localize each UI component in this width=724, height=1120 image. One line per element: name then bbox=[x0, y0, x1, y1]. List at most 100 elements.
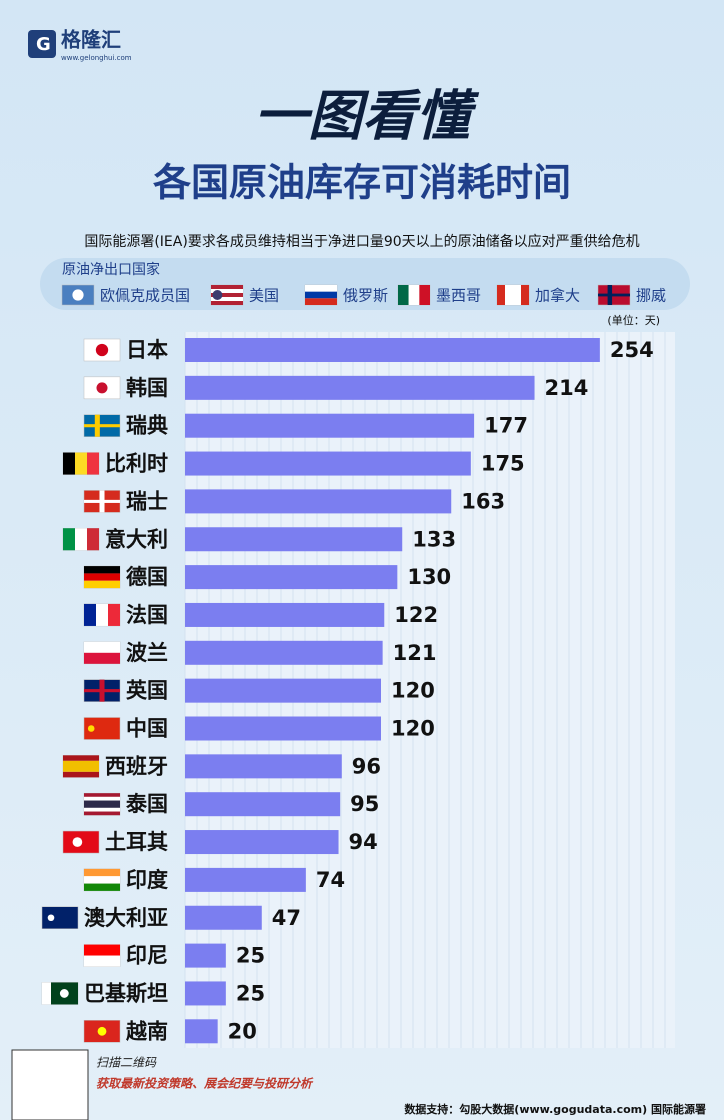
legend-item: 俄罗斯 bbox=[343, 287, 388, 305]
category-label: 印度 bbox=[126, 868, 168, 892]
flag bbox=[597, 284, 631, 306]
flag bbox=[83, 565, 121, 589]
flag-part bbox=[87, 725, 95, 732]
legend-item: 加拿大 bbox=[535, 287, 580, 305]
category-label: 越南 bbox=[125, 1019, 168, 1043]
flag-part bbox=[51, 982, 60, 1005]
flag bbox=[83, 868, 121, 892]
flag-part bbox=[75, 452, 87, 475]
flag-part bbox=[84, 424, 120, 428]
flag-part bbox=[72, 289, 84, 301]
bar bbox=[185, 754, 342, 779]
value-label: 163 bbox=[461, 489, 505, 513]
value-label: 96 bbox=[352, 754, 381, 778]
value-label: 214 bbox=[545, 376, 589, 400]
flag-part bbox=[87, 452, 99, 475]
flag-part bbox=[305, 298, 337, 305]
flag-part bbox=[84, 689, 120, 693]
value-label: 175 bbox=[481, 452, 525, 476]
flag bbox=[83, 717, 121, 740]
flag bbox=[496, 284, 530, 306]
value-label: 74 bbox=[316, 868, 345, 892]
category-label: 泰国 bbox=[125, 792, 168, 816]
value-label: 20 bbox=[228, 1019, 257, 1043]
flag bbox=[41, 906, 79, 929]
category-label: 中国 bbox=[126, 717, 168, 741]
flag-part bbox=[84, 800, 120, 808]
flag-part bbox=[84, 566, 120, 574]
bar bbox=[185, 565, 398, 590]
scan-text: 扫描二维码 bbox=[96, 1056, 157, 1070]
flag bbox=[304, 284, 338, 306]
category-label: 德国 bbox=[126, 565, 168, 589]
flag-part bbox=[97, 1026, 107, 1036]
flag-part bbox=[497, 285, 505, 305]
flag-part bbox=[41, 906, 79, 929]
flag-part bbox=[63, 452, 75, 475]
flag bbox=[83, 641, 121, 665]
flag-part bbox=[63, 760, 99, 772]
category-label: 澳大利亚 bbox=[84, 906, 168, 930]
legend-item: 墨西哥 bbox=[436, 287, 481, 305]
value-label: 121 bbox=[393, 641, 437, 665]
flag-part bbox=[513, 285, 521, 305]
flag-part bbox=[305, 291, 337, 299]
legend-item: 美国 bbox=[249, 287, 279, 305]
flag-part bbox=[398, 285, 409, 305]
flag-part bbox=[95, 343, 109, 357]
value-label: 130 bbox=[407, 565, 451, 589]
bar bbox=[185, 678, 381, 703]
flag-part bbox=[42, 982, 51, 1005]
value-label: 25 bbox=[236, 981, 265, 1005]
flag bbox=[83, 414, 121, 437]
bar bbox=[185, 375, 535, 400]
description: 国际能源署(IEA)要求各成员维持相当于净进口量90天以上的原油储备以应对严重供… bbox=[84, 233, 639, 250]
bar bbox=[185, 943, 226, 968]
value-label: 254 bbox=[610, 338, 654, 362]
category-label: 英国 bbox=[126, 679, 168, 703]
qr-code bbox=[11, 1049, 89, 1120]
flag-part bbox=[84, 499, 120, 503]
flag-part bbox=[211, 293, 243, 297]
flag-part bbox=[505, 285, 513, 305]
flag-part bbox=[84, 603, 96, 626]
flag-part bbox=[211, 289, 243, 293]
flag-part bbox=[84, 793, 120, 797]
bar bbox=[185, 413, 475, 438]
flag-part bbox=[212, 290, 223, 300]
category-label: 日本 bbox=[126, 338, 168, 362]
legend-title: 原油净出口国家 bbox=[62, 261, 160, 278]
value-label: 95 bbox=[350, 792, 379, 816]
flag bbox=[83, 490, 121, 513]
flag-part bbox=[84, 652, 120, 664]
flag bbox=[62, 755, 100, 778]
bar bbox=[185, 792, 341, 817]
bar bbox=[185, 716, 381, 741]
flag-part bbox=[108, 603, 120, 626]
flag-part bbox=[84, 796, 120, 801]
flag bbox=[62, 830, 100, 854]
flag bbox=[62, 452, 100, 475]
category-label: 意大利 bbox=[105, 527, 168, 551]
flag bbox=[61, 284, 95, 306]
bar bbox=[185, 1019, 218, 1044]
flag-part bbox=[59, 989, 69, 998]
flag bbox=[83, 1020, 121, 1043]
legend-item: 欧佩克成员国 bbox=[100, 287, 190, 305]
category-label: 巴基斯坦 bbox=[84, 981, 168, 1005]
flag bbox=[397, 284, 431, 306]
flag-part bbox=[87, 528, 99, 551]
flag bbox=[83, 338, 121, 362]
flag bbox=[83, 376, 121, 400]
value-label: 120 bbox=[391, 717, 435, 741]
flag-part bbox=[63, 528, 75, 551]
flag bbox=[83, 679, 121, 702]
subtitle: 各国原油库存可消耗时间 bbox=[153, 161, 571, 205]
flag-part bbox=[75, 528, 87, 551]
legend-item: 挪威 bbox=[636, 287, 666, 305]
flag bbox=[83, 944, 121, 967]
category-label: 波兰 bbox=[126, 641, 168, 665]
logo-mark bbox=[28, 30, 56, 58]
unit: (单位：天) bbox=[607, 313, 660, 327]
